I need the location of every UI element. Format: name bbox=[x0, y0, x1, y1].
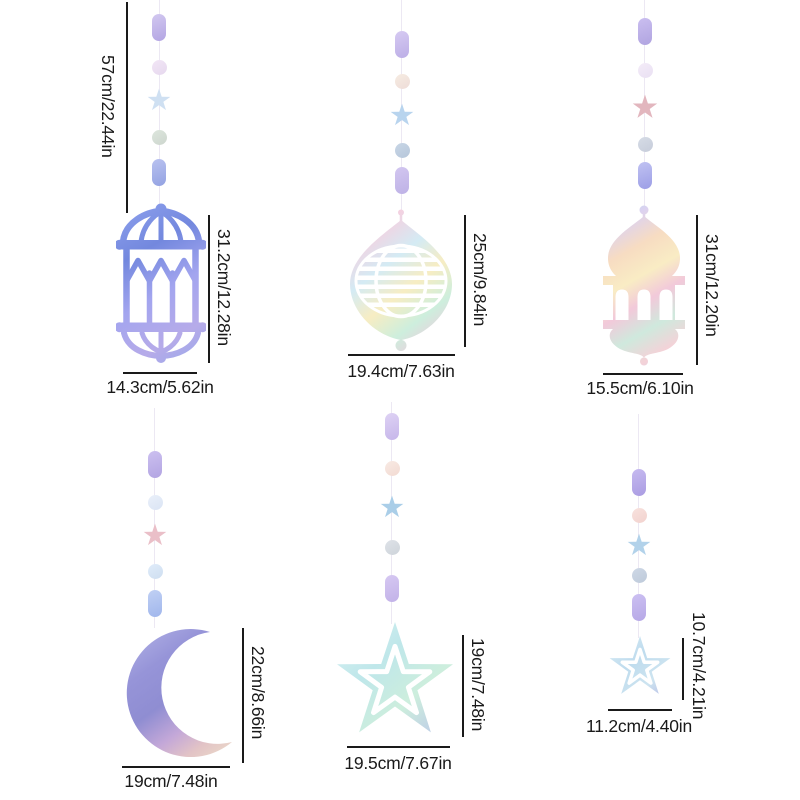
capsule-bead-icon bbox=[632, 468, 646, 496]
small-star-height-label: 10.7cm/4.21in bbox=[689, 612, 710, 720]
capsule-bead-icon bbox=[152, 13, 166, 41]
dimension-line-dome-lantern-width bbox=[603, 373, 683, 375]
dimension-line-string-length bbox=[126, 2, 128, 213]
dome-lantern-icon bbox=[603, 205, 685, 366]
round-slat-lantern-icon bbox=[350, 209, 452, 351]
star-bead-icon bbox=[627, 533, 651, 555]
capsule-bead-icon bbox=[385, 574, 399, 602]
round-bead-icon bbox=[637, 62, 653, 78]
dimension-line-large-star-height bbox=[462, 635, 464, 737]
round-bead-icon bbox=[631, 507, 647, 523]
crescent-moon-icon bbox=[126, 629, 232, 758]
round-bead-icon bbox=[384, 460, 400, 476]
capsule-bead-icon bbox=[632, 593, 646, 621]
dimension-line-round-lantern-width bbox=[348, 354, 455, 356]
round-lantern-width-label: 19.4cm/7.63in bbox=[347, 361, 455, 381]
large-star-icon bbox=[337, 622, 453, 733]
garland-thread bbox=[391, 402, 392, 624]
round-bead-icon bbox=[384, 539, 400, 555]
string-length-label: 57cm/22.44in bbox=[98, 55, 119, 158]
dimension-line-small-star-width bbox=[608, 709, 672, 711]
star-bead-icon bbox=[390, 103, 414, 125]
cage-lantern-width-label: 14.3cm/5.62in bbox=[106, 377, 214, 397]
large-star-height-label: 19cm/7.48in bbox=[468, 638, 489, 732]
dimension-line-cage-lantern-width bbox=[123, 372, 197, 374]
dimension-line-cage-lantern-height bbox=[208, 215, 210, 363]
round-bead-icon bbox=[147, 563, 163, 579]
moon-height-label: 22cm/8.66in bbox=[248, 646, 269, 740]
dimension-line-dome-lantern-height bbox=[696, 215, 698, 365]
round-bead-icon bbox=[151, 59, 167, 75]
star-bead-icon bbox=[143, 523, 167, 545]
large-star-width-label: 19.5cm/7.67in bbox=[344, 753, 452, 773]
small-star-width-label: 11.2cm/4.40in bbox=[585, 716, 693, 736]
capsule-bead-icon bbox=[638, 161, 652, 189]
capsule-bead-icon bbox=[395, 30, 409, 58]
cage-lantern-height-label: 31.2cm/12.28in bbox=[214, 229, 235, 346]
dome-lantern-height-label: 31cm/12.20in bbox=[702, 234, 723, 337]
dimension-line-large-star-width bbox=[347, 746, 450, 748]
capsule-bead-icon bbox=[148, 589, 162, 617]
star-bead-icon bbox=[147, 88, 171, 110]
capsule-bead-icon bbox=[152, 158, 166, 186]
capsule-bead-icon bbox=[148, 450, 162, 478]
star-bead-icon bbox=[380, 495, 404, 517]
capsule-bead-icon bbox=[395, 166, 409, 194]
cage-lantern-icon bbox=[116, 203, 206, 363]
dimension-line-small-star-height bbox=[682, 638, 684, 700]
round-lantern-height-label: 25cm/9.84in bbox=[470, 233, 491, 327]
capsule-bead-icon bbox=[385, 412, 399, 440]
round-bead-icon bbox=[147, 494, 163, 510]
dimension-line-moon-width bbox=[122, 766, 230, 768]
round-bead-icon bbox=[631, 567, 647, 583]
moon-width-label: 19cm/7.48in bbox=[124, 771, 218, 791]
star-bead-icon bbox=[632, 94, 658, 118]
round-bead-icon bbox=[151, 129, 167, 145]
garland-thread bbox=[154, 408, 155, 628]
round-bead-icon bbox=[394, 73, 410, 89]
garland-thread bbox=[638, 414, 639, 638]
dimension-line-round-lantern-height bbox=[464, 215, 466, 347]
capsule-bead-icon bbox=[638, 17, 652, 45]
dimension-line-moon-height bbox=[242, 628, 244, 763]
round-bead-icon bbox=[394, 142, 410, 158]
dome-lantern-width-label: 15.5cm/6.10in bbox=[586, 378, 694, 398]
small-star-icon bbox=[609, 636, 671, 694]
round-bead-icon bbox=[637, 136, 653, 152]
